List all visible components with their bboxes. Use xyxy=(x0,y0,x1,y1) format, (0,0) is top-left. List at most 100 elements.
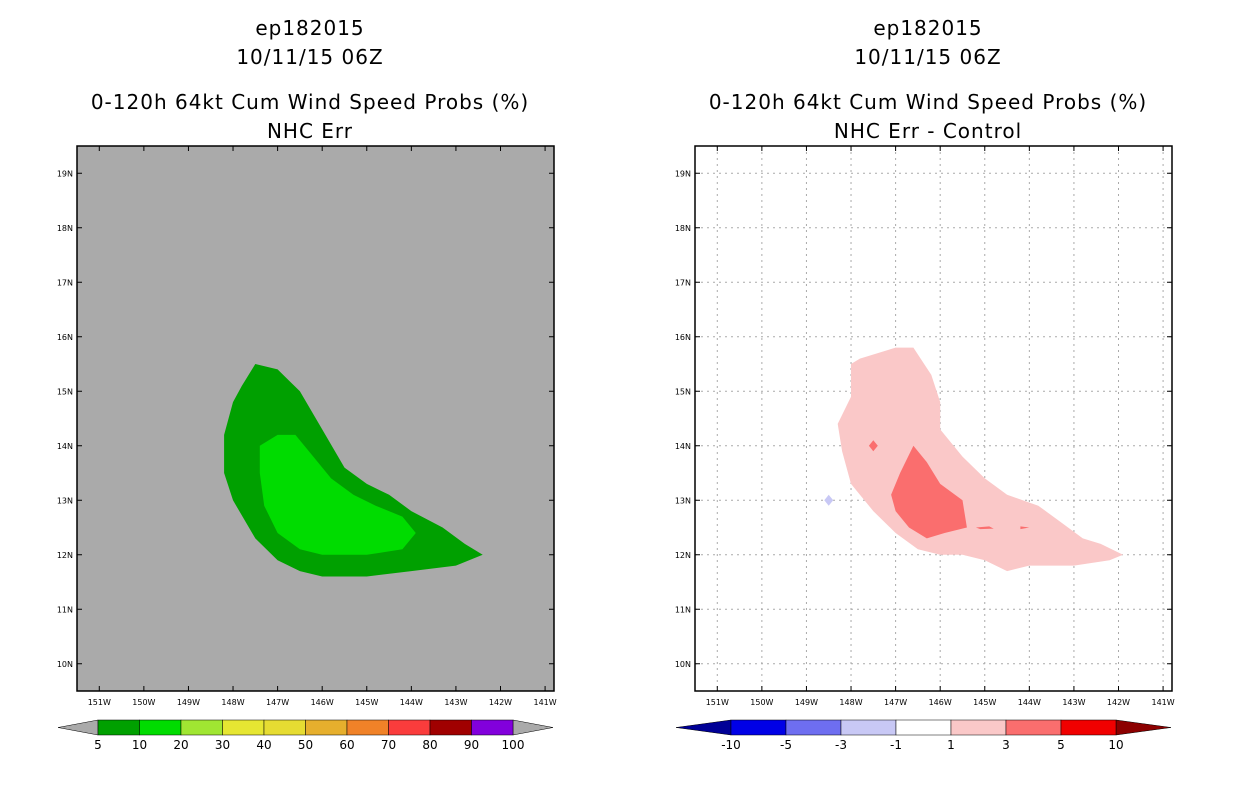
y-tick-label: 12N xyxy=(675,551,691,560)
plot-frame xyxy=(76,145,555,692)
x-tick-label: 150W xyxy=(750,698,773,707)
x-tick-label: 147W xyxy=(884,698,907,707)
panel-0: 19N 18N 17N 16N 15N 14N 13N 12N 11N 10N 151W 150W 14… xyxy=(57,145,557,752)
y-tick-label: 16N xyxy=(675,333,691,342)
y-tick-label: 13N xyxy=(675,496,691,505)
contour-3-5-5 xyxy=(1020,526,1030,530)
right-storm-id: ep182015 xyxy=(873,16,983,40)
colorbar-label: 80 xyxy=(422,738,437,752)
left-chart-title: 0-120h 64kt Cum Wind Speed Probs (%) xyxy=(90,90,530,114)
left-chart-subtitle: NHC Err xyxy=(266,119,354,143)
left-datetime: 10/11/15 06Z xyxy=(236,45,384,69)
y-tick-label: 19N xyxy=(57,169,73,178)
colorbar-swatch xyxy=(840,719,897,736)
x-tick-label: 151W xyxy=(706,698,729,707)
colorbar-below-arrow xyxy=(675,719,732,736)
x-tick-label: 143W xyxy=(444,698,467,707)
y-tick-label: 17N xyxy=(57,278,73,287)
x-tick-label: 141W xyxy=(533,698,556,707)
contour-3-5-2 xyxy=(868,440,878,452)
x-tick-label: 145W xyxy=(355,698,378,707)
colorbar-swatch xyxy=(785,719,842,736)
colorbar-swatch xyxy=(730,719,787,736)
colorbar-swatch xyxy=(180,719,223,736)
y-tick-label: 11N xyxy=(675,605,691,614)
contour-3-5-1 xyxy=(891,445,967,539)
y-tick-label: 13N xyxy=(57,496,73,505)
colorbar-label: 10 xyxy=(132,738,147,752)
y-tick-label: 11N xyxy=(57,605,73,614)
colorbar-label: 20 xyxy=(173,738,188,752)
colorbar-label: 5 xyxy=(1057,738,1065,752)
colorbar-above-arrow xyxy=(1115,719,1172,736)
colorbar-label: -10 xyxy=(721,738,741,752)
y-tick-label: 10N xyxy=(57,660,73,669)
colorbar-label: 3 xyxy=(1002,738,1010,752)
y-tick-label: 14N xyxy=(57,442,73,451)
colorbar-swatch xyxy=(1060,719,1117,736)
colorbar-swatch xyxy=(950,719,1007,736)
right-title: ep182015 10/11/15 06Z xyxy=(618,14,1236,72)
x-tick-label: 146W xyxy=(929,698,952,707)
x-tick-label: 145W xyxy=(973,698,996,707)
y-tick-label: 16N xyxy=(57,333,73,342)
colorbar-swatch xyxy=(429,719,472,736)
colorbar-label: 40 xyxy=(256,738,271,752)
colorbar-label: 60 xyxy=(339,738,354,752)
x-tick-label: 149W xyxy=(177,698,200,707)
colorbar-label: 100 xyxy=(502,738,525,752)
contour-3-5-4 xyxy=(975,526,994,530)
y-tick-label: 15N xyxy=(675,387,691,396)
x-tick-label: 150W xyxy=(132,698,155,707)
y-tick-label: 14N xyxy=(675,442,691,451)
x-tick-label: 147W xyxy=(266,698,289,707)
x-tick-label: 143W xyxy=(1062,698,1085,707)
colorbar-swatch xyxy=(222,719,265,736)
right-datetime: 10/11/15 06Z xyxy=(854,45,1002,69)
colorbar-label: -3 xyxy=(835,738,847,752)
colorbar-label: 50 xyxy=(298,738,313,752)
colorbar-swatch xyxy=(471,719,514,736)
colorbar-swatch xyxy=(1005,719,1062,736)
y-tick-label: 18N xyxy=(57,224,73,233)
contour-10-20-1 xyxy=(259,434,416,555)
x-tick-label: 148W xyxy=(221,698,244,707)
right-subtitle-block: 0-120h 64kt Cum Wind Speed Probs (%) NHC… xyxy=(618,88,1236,146)
colorbar-label: 1 xyxy=(947,738,955,752)
left-title: ep182015 10/11/15 06Z xyxy=(0,14,620,72)
y-tick-label: 10N xyxy=(675,660,691,669)
x-tick-label: 148W xyxy=(839,698,862,707)
colorbar-swatch xyxy=(346,719,389,736)
y-tick-label: 12N xyxy=(57,551,73,560)
x-tick-label: 146W xyxy=(311,698,334,707)
x-tick-label: 142W xyxy=(489,698,512,707)
colorbar-swatch xyxy=(263,719,306,736)
left-subtitle-block: 0-120h 64kt Cum Wind Speed Probs (%) NHC… xyxy=(0,88,620,146)
x-tick-label: 144W xyxy=(1018,698,1041,707)
x-tick-label: 142W xyxy=(1107,698,1130,707)
colorbar-label: 10 xyxy=(1108,738,1123,752)
colorbar-label: 30 xyxy=(215,738,230,752)
left-storm-id: ep182015 xyxy=(255,16,365,40)
colorbar-swatch xyxy=(97,719,140,736)
plot-frame xyxy=(694,145,1173,692)
colorbar-label: 70 xyxy=(381,738,396,752)
x-tick-label: 151W xyxy=(88,698,111,707)
colorbar-swatch xyxy=(305,719,348,736)
colorbar-label: -5 xyxy=(780,738,792,752)
x-tick-label: 144W xyxy=(400,698,423,707)
right-chart-subtitle: NHC Err - Control xyxy=(833,119,1023,143)
colorbar-below-arrow xyxy=(57,719,99,736)
x-tick-label: 149W xyxy=(795,698,818,707)
y-tick-label: 17N xyxy=(675,278,691,287)
colorbar-swatch xyxy=(139,719,182,736)
colorbar-above-arrow xyxy=(512,719,554,736)
y-tick-label: 18N xyxy=(675,224,691,233)
panel-1: 19N 18N 17N 16N 15N 14N 13N 12N 11N 10N 151W 150W 14… xyxy=(675,145,1175,752)
x-tick-label: 141W xyxy=(1151,698,1174,707)
colorbar-label: 5 xyxy=(94,738,102,752)
colorbar-swatch xyxy=(388,719,431,736)
contour--3--1-3 xyxy=(824,494,834,506)
y-tick-label: 15N xyxy=(57,387,73,396)
